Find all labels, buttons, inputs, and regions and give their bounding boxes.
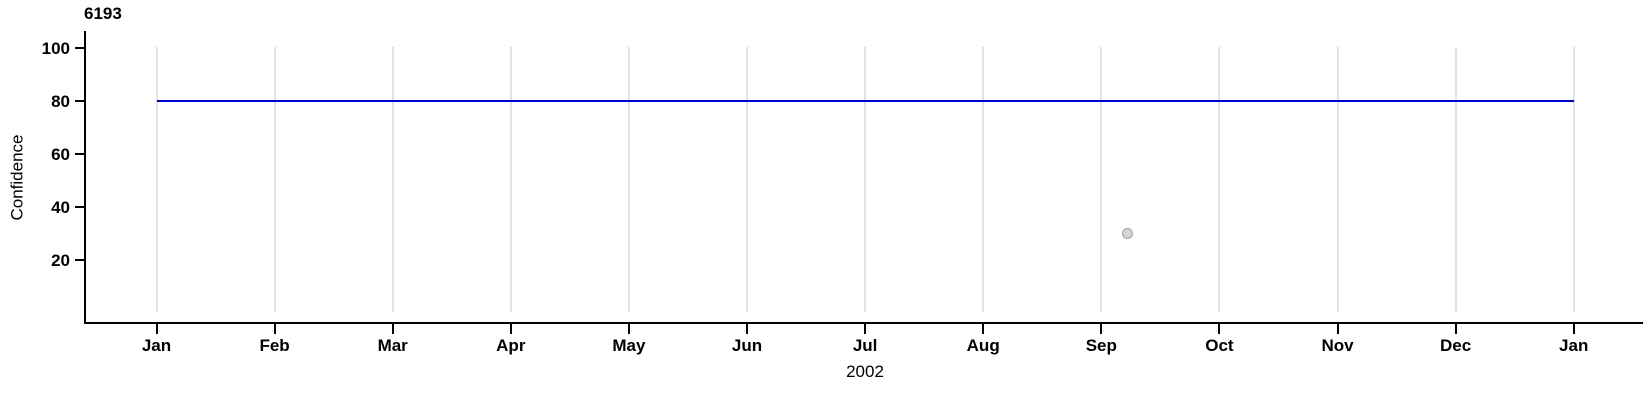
x-tick-mark <box>864 324 867 334</box>
x-tick-label: Dec <box>1440 336 1472 355</box>
x-tick-mark <box>1218 324 1221 334</box>
x-axis-title: 2002 <box>846 362 884 381</box>
y-axis-line <box>84 31 86 324</box>
y-tick-mark <box>75 47 84 49</box>
y-axis-title: Confidence <box>7 134 27 221</box>
month-gridline <box>155 47 158 312</box>
x-tick-label: Jan <box>141 336 172 355</box>
x-tick-label: Jul <box>852 336 878 355</box>
x-tick-mark <box>746 324 748 334</box>
x-tick-label: Aug <box>966 336 1000 355</box>
month-gridline <box>509 47 512 312</box>
month-gridline <box>391 47 394 312</box>
x-tick-label: Apr <box>496 336 526 355</box>
x-tick-label: Nov <box>1321 336 1354 355</box>
month-gridline <box>273 47 276 312</box>
month-gridline <box>1336 47 1339 312</box>
y-tick-label: 100 <box>41 39 70 58</box>
x-tick-label: Jan <box>1559 336 1589 355</box>
month-gridline <box>1572 47 1575 312</box>
month-gridline <box>982 47 985 312</box>
x-tick-mark <box>273 324 276 334</box>
month-gridline <box>746 47 748 312</box>
chart-title: 6193 <box>84 4 122 23</box>
month-gridline <box>627 47 630 312</box>
x-tick-label: Sep <box>1085 336 1117 355</box>
x-tick-label: Feb <box>259 336 290 355</box>
y-tick-mark <box>75 259 84 261</box>
x-tick-mark <box>627 324 630 334</box>
outlier-point <box>1121 228 1133 239</box>
y-tick-label: 40 <box>51 198 70 217</box>
y-tick-label: 80 <box>51 92 70 111</box>
x-tick-mark <box>509 324 512 334</box>
y-tick-mark <box>75 100 84 102</box>
x-tick-mark <box>1572 324 1575 334</box>
x-tick-label: Oct <box>1205 336 1234 355</box>
month-gridline <box>1218 47 1221 312</box>
x-axis-line <box>84 322 1643 324</box>
x-tick-mark <box>982 324 985 334</box>
y-tick-mark <box>75 153 84 155</box>
y-tick-mark <box>75 206 84 208</box>
y-tick-label: 20 <box>51 251 70 270</box>
x-tick-mark <box>155 324 158 334</box>
confidence-threshold-line <box>156 100 1574 102</box>
month-gridline <box>864 47 867 312</box>
x-tick-mark <box>1336 324 1339 334</box>
y-tick-label: 60 <box>51 145 70 164</box>
month-gridline <box>1454 47 1457 312</box>
x-tick-label: Jun <box>731 336 763 355</box>
x-tick-label: May <box>612 336 646 355</box>
x-tick-mark <box>1100 324 1103 334</box>
month-gridline <box>1100 47 1103 312</box>
x-tick-mark <box>391 324 394 334</box>
x-tick-label: Mar <box>377 336 408 355</box>
x-tick-mark <box>1454 324 1457 334</box>
